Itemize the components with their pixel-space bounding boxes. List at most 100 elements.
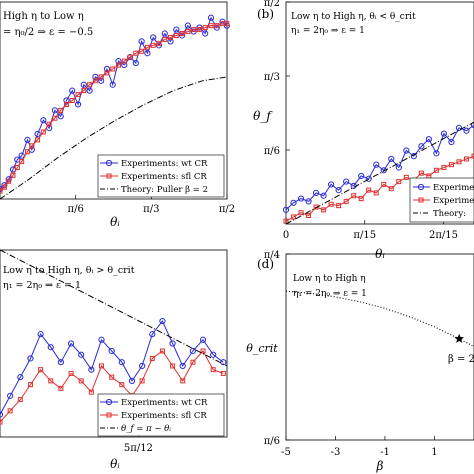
panel-a-xlabel: θᵢ bbox=[110, 215, 120, 229]
data-point bbox=[335, 186, 342, 194]
data-point bbox=[40, 117, 47, 124]
data-point bbox=[179, 31, 185, 37]
data-point bbox=[109, 374, 115, 380]
data-point bbox=[343, 178, 350, 185]
data-point bbox=[343, 198, 349, 204]
data-point bbox=[440, 130, 448, 137]
data-point bbox=[24, 136, 31, 143]
panel-b-marks: 0 π/15 2π/15 π/6 π/3 π/2 bbox=[264, 0, 474, 241]
data-point bbox=[220, 370, 226, 376]
y-tick-label: π/2 bbox=[264, 0, 280, 9]
data-point bbox=[92, 78, 98, 84]
x-tick-label: -5 bbox=[281, 447, 291, 458]
data-point bbox=[403, 174, 409, 180]
data-point bbox=[159, 317, 166, 325]
data-point bbox=[224, 21, 230, 27]
panel-a-frame bbox=[0, 1, 228, 200]
data-point bbox=[47, 344, 54, 351]
data-point bbox=[6, 178, 12, 184]
theory-line bbox=[0, 249, 228, 367]
data-point bbox=[87, 82, 93, 88]
data-point bbox=[121, 58, 127, 64]
panel-a-legend-label-1: Experiments: wt CR bbox=[121, 159, 208, 169]
data-point bbox=[0, 411, 4, 418]
data-point bbox=[180, 378, 186, 384]
data-point bbox=[104, 70, 110, 76]
data-point bbox=[395, 164, 402, 171]
data-point bbox=[69, 98, 75, 103]
data-point bbox=[52, 115, 58, 121]
data-point bbox=[7, 392, 14, 399]
data-point bbox=[99, 363, 105, 369]
data-point bbox=[196, 24, 203, 31]
panel-b-legend-label-3: Theory: bbox=[433, 209, 466, 219]
star-marker bbox=[454, 333, 464, 343]
panel-c-legend-label-1: Experiments: wt CR bbox=[121, 398, 208, 408]
data-point bbox=[210, 351, 217, 358]
data-point bbox=[210, 367, 216, 373]
panel-c: 5π/12 Low η to High η, θᵢ > θ_crit η₁ = … bbox=[0, 249, 228, 471]
series-line bbox=[0, 350, 224, 423]
data-point bbox=[425, 136, 432, 143]
panel-c-legend-box bbox=[97, 393, 225, 437]
data-point bbox=[388, 186, 394, 192]
data-point bbox=[48, 378, 54, 384]
data-point bbox=[365, 175, 372, 182]
y-tick-label: π/4 bbox=[264, 250, 280, 261]
panel-b-annotation-1: Low η to High η, θᵢ < θ_crit bbox=[291, 12, 416, 22]
data-point bbox=[17, 397, 23, 403]
data-point bbox=[69, 87, 76, 94]
data-point bbox=[119, 382, 125, 388]
panel-a-legend-label-2: Experiments: sfl CR bbox=[121, 172, 207, 182]
panel-b-legend-label-1: Experiments bbox=[433, 183, 474, 193]
data-point bbox=[88, 389, 94, 395]
data-point bbox=[63, 101, 69, 107]
data-point bbox=[418, 143, 425, 150]
panel-c-annotation-1: Low η to High η, θᵢ > θ_crit bbox=[3, 265, 135, 276]
panel-b-legend-marker-2 bbox=[418, 197, 424, 203]
data-point bbox=[127, 54, 133, 60]
data-point bbox=[463, 127, 470, 134]
data-point bbox=[24, 149, 30, 155]
data-point bbox=[396, 179, 402, 185]
data-point bbox=[169, 340, 176, 347]
data-point bbox=[297, 195, 305, 202]
panel-b-legend-label-2: Experiments bbox=[433, 196, 474, 206]
data-point bbox=[196, 27, 202, 33]
data-point bbox=[328, 181, 335, 188]
data-point bbox=[57, 113, 64, 120]
data-point bbox=[170, 363, 176, 369]
data-point bbox=[189, 347, 196, 355]
data-point bbox=[213, 24, 220, 31]
x-tick-label: 1 bbox=[431, 447, 437, 458]
data-point bbox=[388, 155, 395, 163]
data-point bbox=[78, 351, 85, 358]
data-point bbox=[199, 336, 207, 343]
data-point bbox=[150, 34, 157, 41]
data-point bbox=[98, 336, 105, 343]
data-point bbox=[67, 340, 75, 347]
data-point bbox=[19, 159, 25, 165]
data-point bbox=[433, 150, 440, 157]
panel-c-frame bbox=[0, 249, 228, 438]
data-point bbox=[336, 203, 342, 209]
series-line bbox=[0, 23, 227, 192]
data-point bbox=[139, 48, 145, 54]
data-point bbox=[17, 374, 24, 381]
x-tick-label: π/3 bbox=[143, 204, 159, 215]
data-point bbox=[208, 23, 214, 29]
data-point bbox=[380, 167, 387, 174]
data-point bbox=[1, 184, 7, 190]
data-point bbox=[40, 129, 46, 135]
panel-a-legend-label-3: Theory: Puller β = 2 bbox=[121, 185, 208, 195]
panel-b: 0 π/15 2π/15 π/6 π/3 π/2 (b) Low η to High η,… bbox=[253, 0, 474, 261]
data-point bbox=[207, 14, 215, 21]
panel-b-legend-marker-1 bbox=[417, 183, 425, 191]
data-point bbox=[463, 156, 469, 162]
data-point bbox=[202, 25, 208, 31]
data-point bbox=[57, 359, 65, 366]
data-point bbox=[448, 162, 454, 168]
panel-a-marks: π/6 π/3 π/2 bbox=[0, 14, 235, 215]
panel-a-legend-box bbox=[97, 154, 225, 198]
